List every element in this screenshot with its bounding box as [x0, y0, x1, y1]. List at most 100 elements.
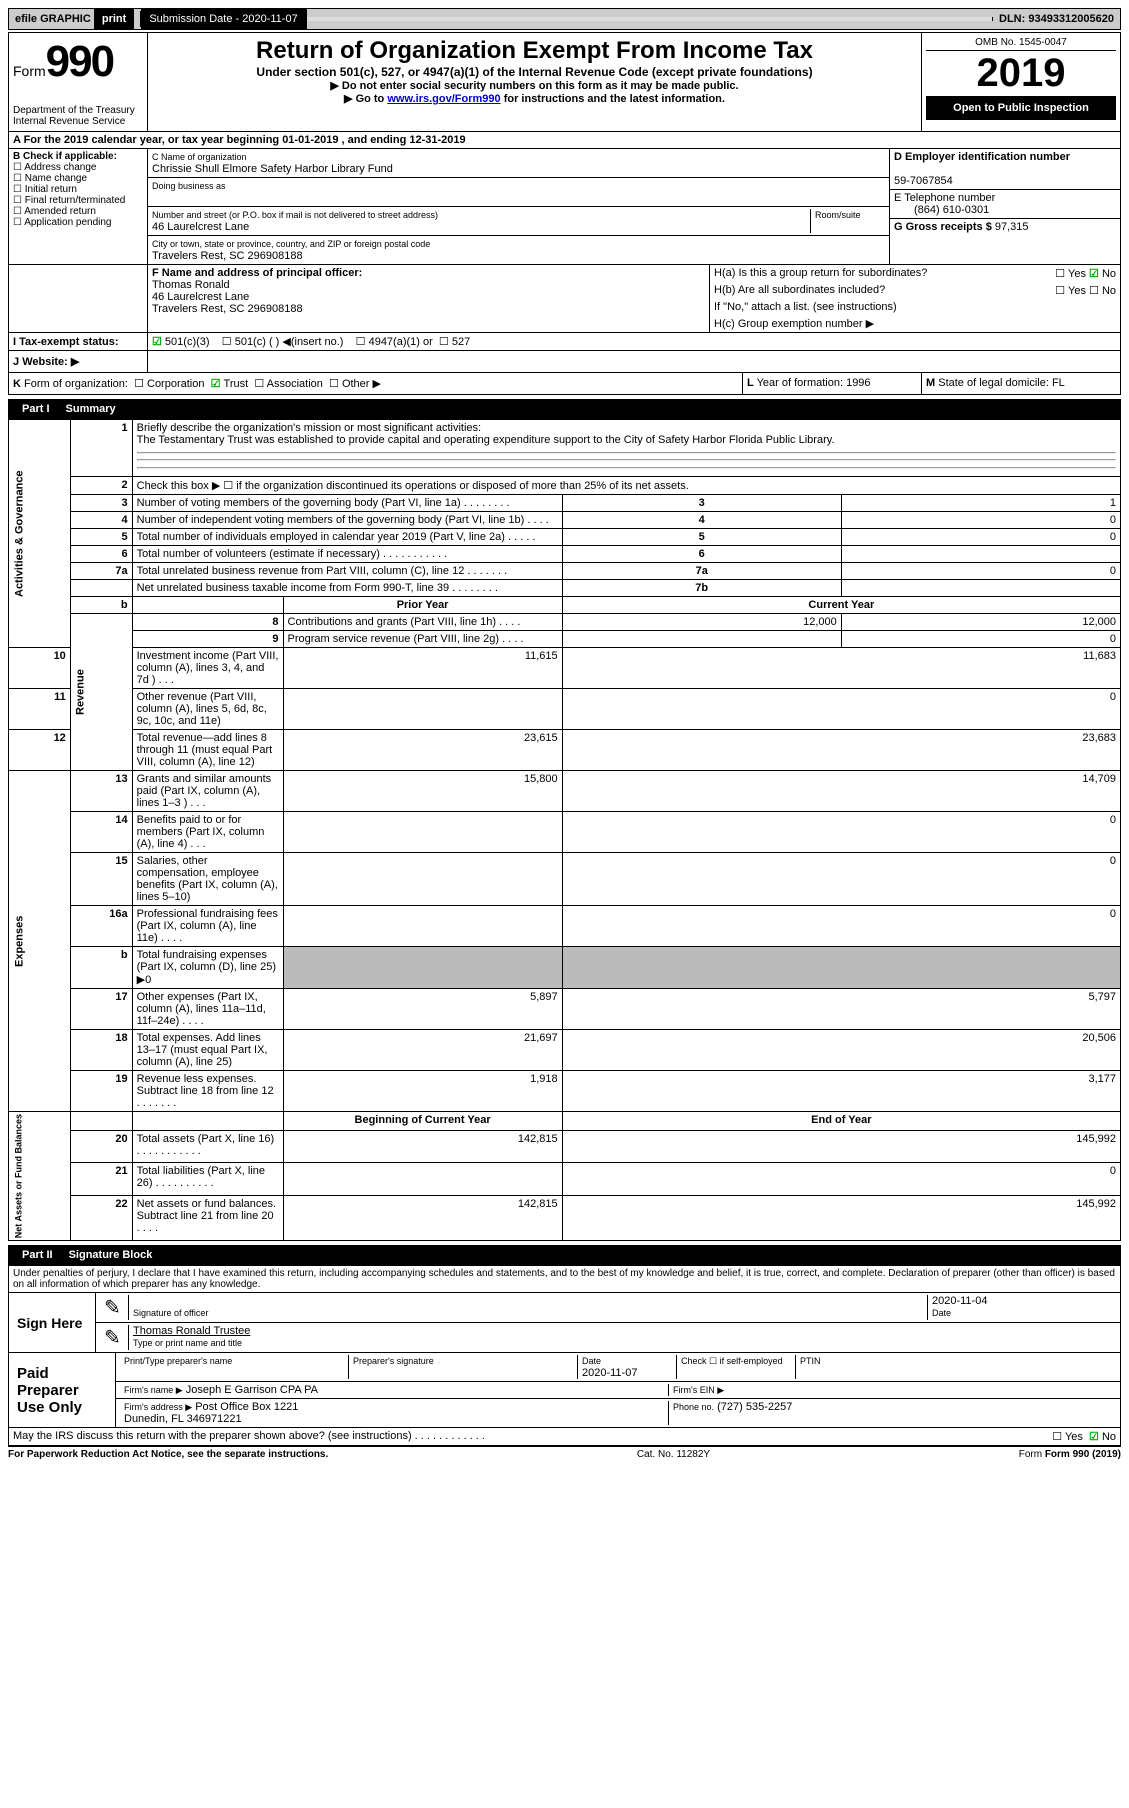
form-title: Return of Organization Exempt From Incom…	[152, 37, 917, 65]
l9c: 0	[841, 631, 1120, 648]
dba-label: Doing business as	[152, 181, 226, 191]
firm-addr-label: Firm's address ▶	[124, 1402, 192, 1412]
sig-date: 2020-11-04	[932, 1295, 987, 1307]
side-activities: Activities & Governance	[9, 420, 71, 648]
l10t: Investment income (Part VIII, column (A)…	[132, 648, 283, 689]
l10c: 11,683	[562, 648, 1120, 689]
org-name: Chrissie Shull Elmore Safety Harbor Libr…	[152, 163, 393, 175]
l17t: Other expenses (Part IX, column (A), lin…	[132, 989, 283, 1030]
ha-yes[interactable]: Yes	[1055, 268, 1086, 280]
org-name-label: C Name of organization	[152, 152, 247, 162]
hb-yes[interactable]: Yes	[1055, 285, 1086, 297]
firm-ein-label: Firm's EIN ▶	[673, 1385, 724, 1395]
officer-label: F Name and address of principal officer:	[152, 267, 362, 279]
l6n: 6	[70, 546, 132, 563]
form-subtitle: Under section 501(c), 527, or 4947(a)(1)…	[152, 65, 917, 79]
hdr-begin: Beginning of Current Year	[283, 1112, 562, 1131]
footer: For Paperwork Reduction Act Notice, see …	[8, 1446, 1121, 1460]
l5b: 5	[562, 529, 841, 546]
chk-initial-return[interactable]: Initial return	[13, 184, 77, 195]
chk-501c[interactable]: 501(c) ( ) ◀(insert no.)	[222, 336, 344, 348]
pen-icon-2: ✎	[100, 1325, 129, 1350]
l18n: 18	[70, 1030, 132, 1071]
chk-address-change[interactable]: Address change	[13, 162, 96, 173]
hdr-end: End of Year	[562, 1112, 1120, 1131]
discuss-yes[interactable]: Yes	[1052, 1431, 1083, 1443]
penalties-text: Under penalties of perjury, I declare th…	[8, 1265, 1121, 1293]
h-c-label: H(c) Group exemption number ▶	[710, 315, 1120, 332]
section-b-label: B Check if applicable:	[13, 151, 117, 162]
l6b: 6	[562, 546, 841, 563]
form-header: Form990 Department of the Treasury Inter…	[8, 32, 1121, 132]
l11t: Other revenue (Part VIII, column (A), li…	[132, 689, 283, 730]
gross-receipts-label: G Gross receipts $	[894, 221, 992, 233]
gross-receipts-value: 97,315	[995, 221, 1029, 233]
chk-527[interactable]: 527	[439, 336, 470, 348]
chk-name-change[interactable]: Name change	[13, 173, 87, 184]
chk-4947[interactable]: 4947(a)(1) or	[356, 336, 433, 348]
l10n: 10	[9, 648, 71, 689]
paid-preparer-block: Paid Preparer Use Only Print/Type prepar…	[8, 1353, 1121, 1428]
part-i-num: Part I	[14, 401, 58, 417]
discuss-no[interactable]: No	[1089, 1431, 1116, 1443]
l7bb: 7b	[562, 580, 841, 597]
dept-label: Department of the Treasury Internal Reve…	[13, 105, 143, 127]
l20t: Total assets (Part X, line 16) . . . . .…	[132, 1130, 283, 1162]
l14p	[283, 812, 562, 853]
l7av: 0	[841, 563, 1120, 580]
l3b: 3	[562, 495, 841, 512]
chk-assoc[interactable]: Association	[254, 378, 323, 390]
form990-link[interactable]: www.irs.gov/Form990	[387, 93, 500, 105]
efile-label: efile GRAPHIC	[15, 13, 91, 25]
l13c: 14,709	[562, 771, 1120, 812]
l13n: 13	[70, 771, 132, 812]
form-number: 990	[46, 37, 113, 86]
sig-date-label: Date	[932, 1308, 951, 1318]
hb-no[interactable]: No	[1089, 285, 1116, 297]
side-netassets: Net Assets or Fund Balances	[9, 1112, 71, 1241]
l4n: 4	[70, 512, 132, 529]
submission-date-label: Submission Date -	[149, 13, 242, 25]
j-label: J	[13, 356, 19, 368]
l16bt: Total fundraising expenses (Part IX, col…	[132, 947, 283, 989]
l20c: 145,992	[562, 1130, 1120, 1162]
instr-2c: for instructions and the latest informat…	[501, 93, 725, 105]
firm-phone-label: Phone no.	[673, 1402, 714, 1412]
chk-501c3[interactable]: 501(c)(3)	[152, 336, 210, 348]
footer-mid: Cat. No. 11282Y	[637, 1449, 710, 1460]
room-label: Room/suite	[815, 210, 861, 220]
print-button[interactable]: print	[94, 9, 134, 29]
prep-check-label: Check ☐ if self-employed	[681, 1356, 783, 1366]
l19p: 1,918	[283, 1071, 562, 1112]
m-label: M	[926, 377, 935, 389]
l10p: 11,615	[283, 648, 562, 689]
chk-trust[interactable]: Trust	[211, 378, 249, 390]
chk-amended-return[interactable]: Amended return	[13, 206, 96, 217]
l12n: 12	[9, 730, 71, 771]
l17p: 5,897	[283, 989, 562, 1030]
chk-final-return[interactable]: Final return/terminated	[13, 195, 125, 206]
l21t: Total liabilities (Part X, line 26) . . …	[132, 1163, 283, 1195]
l8c: 12,000	[841, 614, 1120, 631]
sig-name-label: Type or print name and title	[133, 1338, 242, 1348]
hdr-prior: Prior Year	[283, 597, 562, 614]
form-label: Form	[13, 63, 46, 79]
sig-officer-label: Signature of officer	[133, 1308, 208, 1318]
l4t: Number of independent voting members of …	[132, 512, 562, 529]
l16at: Professional fundraising fees (Part IX, …	[132, 906, 283, 947]
l16ac: 0	[562, 906, 1120, 947]
l18p: 21,697	[283, 1030, 562, 1071]
l17n: 17	[70, 989, 132, 1030]
chk-application-pending[interactable]: Application pending	[13, 217, 112, 228]
tax-status-row: I Tax-exempt status: 501(c)(3) 501(c) ( …	[8, 333, 1121, 351]
chk-other[interactable]: Other ▶	[329, 378, 381, 390]
l21c: 0	[562, 1163, 1120, 1195]
l9t: Program service revenue (Part VIII, line…	[283, 631, 562, 648]
l11p	[283, 689, 562, 730]
pen-icon: ✎	[100, 1295, 129, 1320]
l11c: 0	[562, 689, 1120, 730]
omb-number: OMB No. 1545-0047	[926, 37, 1116, 51]
chk-corp[interactable]: Corporation	[134, 378, 204, 390]
l22t: Net assets or fund balances. Subtract li…	[132, 1195, 283, 1241]
ha-no[interactable]: No	[1089, 268, 1116, 280]
